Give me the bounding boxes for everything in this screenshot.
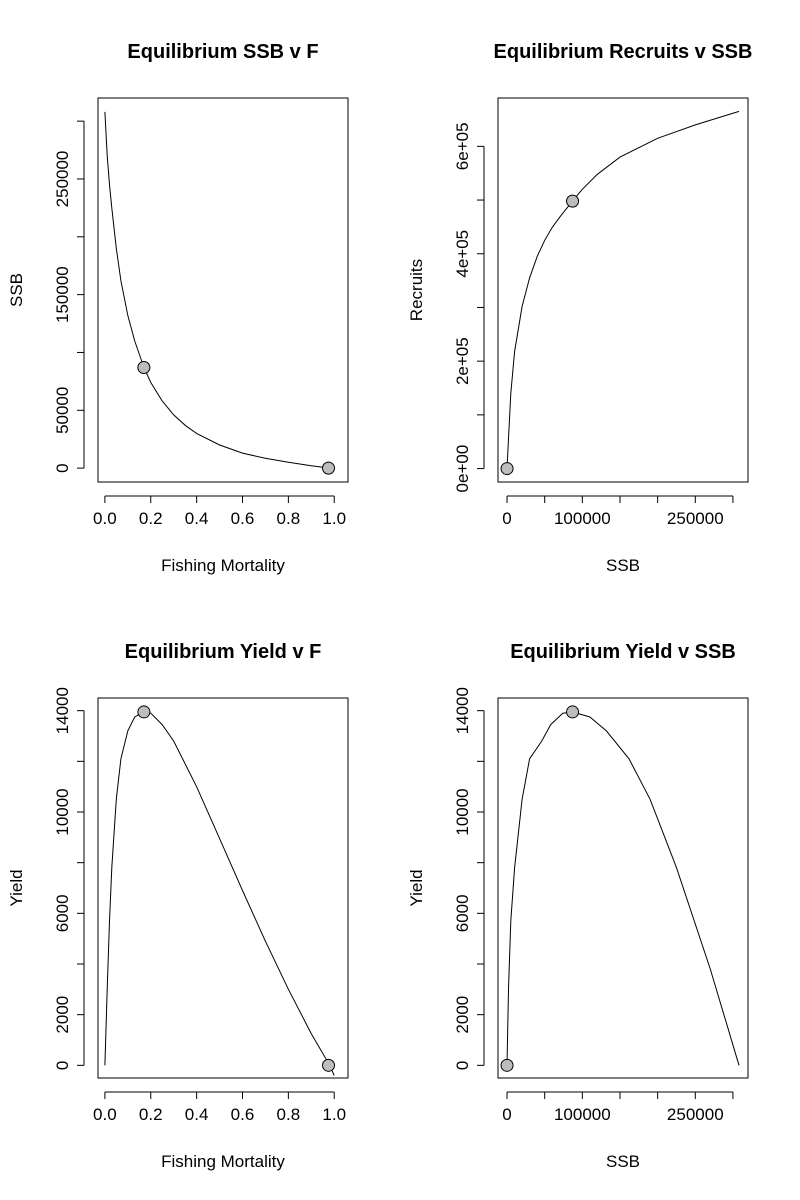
x-tick-label: 0 (502, 509, 511, 528)
chart-panel-yield-v-f: Equilibrium Yield v F Fishing Mortality … (7, 641, 349, 1171)
x-tick-label: 0 (502, 1105, 511, 1124)
y-tick-label: 4e+05 (453, 230, 472, 278)
x-axis: 0 100000 250000 (502, 1091, 734, 1124)
y-axis-label: Yield (7, 869, 26, 906)
x-tick-label: 0.2 (139, 509, 163, 528)
x-tick-label: 0.2 (139, 1105, 163, 1124)
reference-point (500, 462, 514, 476)
x-axis-label: Fishing Mortality (161, 1152, 285, 1171)
chart-title: Equilibrium Yield v F (125, 641, 322, 663)
x-tick-label: 100000 (554, 1105, 611, 1124)
y-tick-label: 0 (453, 1061, 472, 1070)
y-axis-label: SSB (7, 273, 26, 307)
chart-panel-ssb-v-f: Equilibrium SSB v F Fishing Mortality SS… (7, 41, 349, 575)
x-tick-label: 1.0 (322, 509, 346, 528)
reference-point (322, 461, 336, 475)
y-tick-label: 2000 (53, 996, 72, 1034)
y-tick-label: 6000 (53, 894, 72, 932)
y-axis-label: Yield (407, 869, 426, 906)
x-axis-label: Fishing Mortality (161, 556, 285, 575)
plot-frame (497, 697, 749, 1079)
y-axis: 0 2000 6000 10000 14000 (453, 687, 485, 1070)
x-tick-label: 0.6 (231, 509, 255, 528)
y-tick-label: 14000 (53, 687, 72, 734)
chart-panel-recruits-v-ssb: Equilibrium Recruits v SSB SSB Recruits … (407, 41, 752, 575)
x-tick-label: 0.0 (93, 1105, 117, 1124)
x-tick-label: 1.0 (322, 1105, 346, 1124)
x-tick-label: 100000 (554, 509, 611, 528)
x-tick-label: 0.4 (185, 509, 209, 528)
series-line (104, 711, 335, 1076)
chart-title: Equilibrium SSB v F (127, 41, 318, 63)
series-line (104, 111, 330, 469)
y-tick-label: 6e+05 (453, 122, 472, 170)
y-tick-label: 14000 (453, 687, 472, 734)
series-line (506, 110, 740, 469)
x-tick-label: 250000 (667, 509, 724, 528)
y-axis: 0 2000 6000 10000 14000 (53, 687, 85, 1070)
chart-title: Equilibrium Yield v SSB (510, 641, 736, 663)
x-axis: 0.0 0.2 0.4 0.6 0.8 1.0 (93, 495, 346, 528)
y-tick-label: 0 (53, 463, 72, 472)
x-tick-label: 0.6 (231, 1105, 255, 1124)
plot-frame (497, 97, 749, 483)
x-tick-label: 0.8 (277, 1105, 301, 1124)
x-axis: 0 100000 250000 (502, 495, 734, 528)
y-tick-label: 250000 (53, 151, 72, 208)
plot-frame (97, 697, 349, 1079)
x-tick-label: 0.4 (185, 1105, 209, 1124)
chart-panel-yield-v-ssb: Equilibrium Yield v SSB SSB Yield 0 10000… (407, 641, 749, 1171)
x-axis-label: SSB (606, 556, 640, 575)
reference-point (137, 705, 151, 719)
reference-point (500, 1058, 514, 1072)
x-tick-label: 0.0 (93, 509, 117, 528)
series-line (506, 711, 740, 1066)
x-tick-label: 0.8 (277, 509, 301, 528)
chart-title: Equilibrium Recruits v SSB (494, 41, 753, 63)
x-tick-label: 250000 (667, 1105, 724, 1124)
y-axis-label: Recruits (407, 259, 426, 321)
y-axis: 0 50000 150000 250000 (53, 120, 85, 473)
reference-point (322, 1058, 336, 1072)
y-tick-label: 150000 (53, 266, 72, 323)
x-axis: 0.0 0.2 0.4 0.6 0.8 1.0 (93, 1091, 346, 1124)
y-tick-label: 0e+00 (453, 445, 472, 493)
reference-point (137, 360, 151, 374)
y-tick-label: 10000 (453, 788, 472, 835)
y-tick-label: 50000 (53, 387, 72, 434)
reference-point (566, 705, 580, 719)
y-tick-label: 0 (53, 1061, 72, 1070)
y-axis: 0e+00 2e+05 4e+05 6e+05 (453, 122, 485, 493)
y-tick-label: 2000 (453, 996, 472, 1034)
x-axis-label: SSB (606, 1152, 640, 1171)
plot-frame (97, 97, 349, 483)
y-tick-label: 6000 (453, 894, 472, 932)
y-tick-label: 10000 (53, 788, 72, 835)
reference-point (566, 194, 580, 208)
y-tick-label: 2e+05 (453, 337, 472, 385)
